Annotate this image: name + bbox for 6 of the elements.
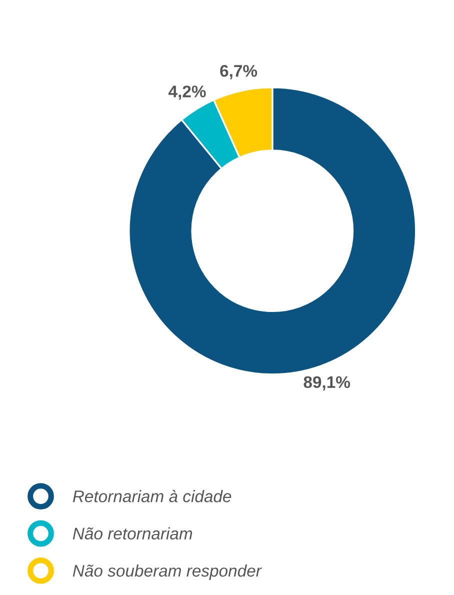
legend-label: Retornariam à cidade	[72, 490, 232, 502]
legend-label: Não souberam responder	[72, 564, 262, 580]
data-label: 6,7%	[220, 64, 258, 80]
data-label: 4,2%	[168, 86, 206, 100]
legend-label: Não retornariam	[72, 527, 192, 540]
data-label: 89,1%	[304, 376, 350, 390]
